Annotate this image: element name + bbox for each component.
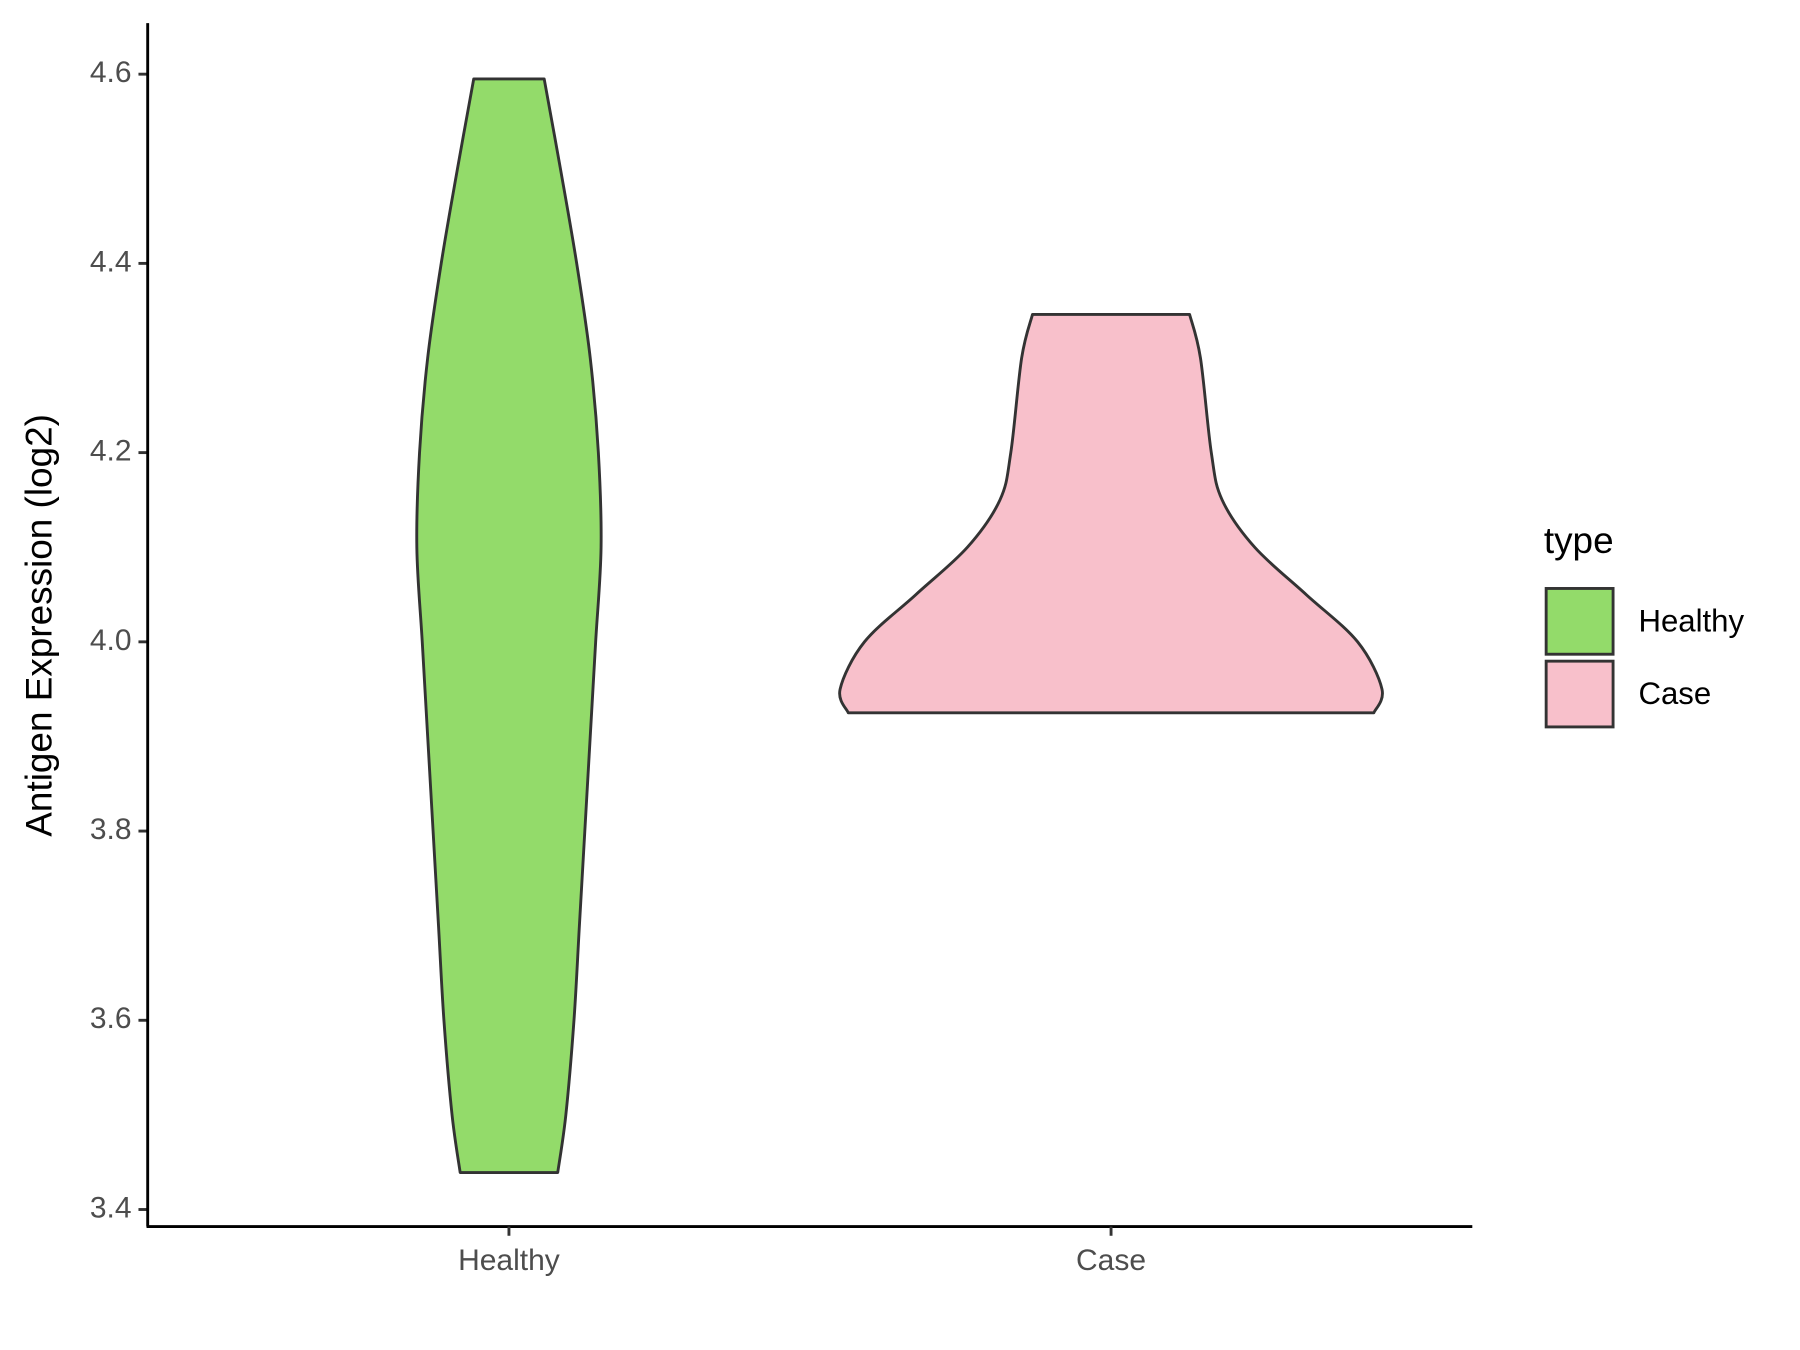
y-tick-label: 3.6: [90, 1002, 132, 1035]
y-tick-label: 4.4: [90, 245, 132, 278]
x-tick-label: Healthy: [458, 1244, 560, 1277]
legend-key: [1544, 659, 1615, 729]
y-tick-label: 4.2: [90, 435, 132, 468]
legend-title: type: [1544, 520, 1614, 561]
y-tick-label: 3.8: [90, 813, 132, 846]
y-tick-label: 4.0: [90, 624, 132, 657]
legend-key: [1544, 587, 1615, 656]
violin: [415, 77, 603, 1175]
violin: [838, 313, 1384, 715]
legend-label: Case: [1638, 676, 1711, 711]
x-tick-label: Case: [1076, 1244, 1146, 1277]
legend-label: Healthy: [1638, 603, 1744, 638]
y-axis-label: Antigen Expression (log2): [18, 414, 59, 837]
y-tick-label: 4.6: [90, 56, 132, 89]
y-tick-label: 3.4: [90, 1191, 132, 1224]
